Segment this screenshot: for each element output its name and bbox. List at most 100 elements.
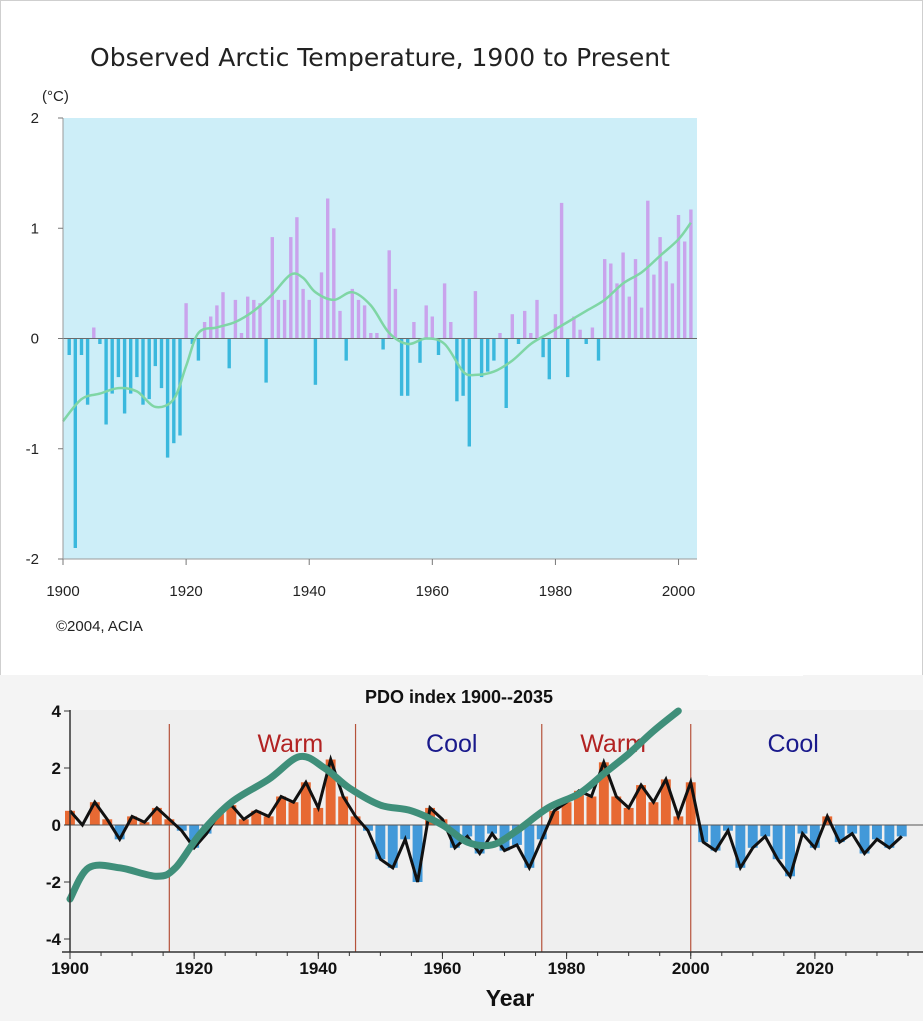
credit-label: ©2004, ACIA [56, 618, 143, 635]
bar-1946 [344, 338, 348, 361]
bar-1913 [141, 338, 145, 405]
bar-1936 [282, 299, 287, 339]
pdo-index-chart: PDO index 1900--2035 Warm Cool Warm Cool 42… [0, 660, 923, 1021]
pdo-bar-1946 [350, 816, 361, 825]
bar-1971 [498, 333, 502, 339]
bar-1904 [85, 338, 90, 405]
pdo-bar-2030 [872, 825, 882, 840]
bar-1938 [295, 217, 299, 339]
pdo-bar-2026 [847, 825, 858, 834]
phase-label-cool: Cool [426, 730, 477, 758]
pdo-bar-1908 [114, 825, 125, 840]
pdo-bar-2024 [834, 825, 845, 843]
y-tick-label: 4 [52, 702, 62, 721]
pdo-bar-2022 [822, 816, 833, 825]
pdo-bar-1978 [549, 810, 560, 826]
bar-1950 [369, 333, 373, 339]
bar-1995 [646, 200, 650, 339]
bar-1985 [584, 338, 588, 344]
pdo-bar-1944 [338, 796, 349, 825]
x-tick-label: 1900 [51, 959, 89, 978]
pdo-bar-1914 [151, 807, 162, 825]
bar-1963 [449, 322, 453, 339]
bar-1911 [129, 338, 133, 394]
bar-1905 [92, 327, 96, 339]
x-tick-label: 1980 [548, 959, 586, 978]
bar-1941 [313, 338, 318, 385]
pdo-bar-2014 [772, 825, 783, 860]
bar-1993 [633, 259, 638, 339]
bar-1926 [221, 292, 225, 339]
pdo-bar-1974 [524, 825, 535, 868]
pdo-bar-1988 [611, 796, 622, 825]
bar-1956 [406, 338, 410, 396]
bar-1965 [461, 338, 465, 396]
bar-1927 [227, 338, 231, 369]
pdo-bar-1930 [251, 810, 262, 826]
bar-1921 [190, 338, 194, 344]
bar-1920 [184, 303, 188, 339]
bar-1944 [332, 228, 336, 339]
pdo-bar-1940 [313, 807, 324, 825]
y-tick-label: 2 [31, 110, 39, 127]
pdo-bar-1928 [238, 819, 249, 825]
bar-2000 [676, 215, 681, 339]
bar-1910 [122, 338, 127, 414]
x-tick-label: 1960 [424, 959, 462, 978]
y-tick-label: -4 [46, 930, 62, 949]
bar-1914 [147, 338, 151, 400]
x-tick-label: 1960 [416, 583, 449, 600]
bar-1929 [239, 333, 244, 339]
bar-1962 [442, 283, 447, 339]
bar-1990 [615, 283, 619, 339]
y-tick-label: 1 [31, 220, 39, 237]
pdo-bar-2034 [896, 825, 907, 837]
bar-1951 [375, 333, 379, 339]
bar-1987 [596, 338, 601, 361]
bar-1907 [104, 338, 108, 425]
x-tick-label: 1940 [299, 959, 337, 978]
panel-notch [708, 660, 803, 676]
bar-1966 [467, 338, 471, 447]
bar-1973 [510, 314, 514, 339]
pdo-bar-2004 [710, 825, 721, 851]
pdo-bar-1926 [226, 805, 237, 825]
bar-1977 [535, 299, 539, 339]
bar-1908 [110, 338, 114, 394]
pdo-bar-1996 [660, 779, 671, 825]
pdo-bar-1984 [586, 796, 597, 825]
y-unit-label: (°C) [42, 88, 69, 105]
x-tick-label: 1920 [175, 959, 213, 978]
pdo-bar-1910 [127, 816, 137, 825]
bar-1968 [479, 338, 484, 378]
bar-1974 [516, 338, 521, 344]
bar-1975 [523, 310, 527, 339]
y-tick-label: 0 [52, 816, 61, 835]
y-tick-label: 0 [31, 331, 39, 348]
bar-1928 [233, 299, 238, 339]
bar-1996 [652, 274, 656, 339]
bar-1959 [424, 305, 428, 339]
pdo-bar-1952 [387, 825, 398, 868]
pdo-bar-1982 [574, 790, 584, 825]
bar-1931 [252, 299, 256, 339]
overlay-trend-curve [66, 707, 682, 903]
bar-1901 [67, 338, 71, 355]
x-tick-label: 2020 [796, 959, 834, 978]
bar-1972 [504, 338, 508, 408]
pdo-bar-1936 [288, 802, 299, 825]
pdo-bar-1942 [325, 759, 336, 825]
bar-1948 [356, 299, 361, 339]
bar-1999 [670, 283, 675, 339]
bar-1902 [73, 338, 77, 548]
bar-1958 [418, 338, 422, 363]
pdo-bar-1932 [263, 816, 274, 825]
bar-1961 [436, 338, 441, 355]
pdo-bar-2010 [747, 825, 758, 848]
arctic-temperature-chart: Observed Arctic Temperature, 1900 to Pre… [26, 43, 697, 635]
bar-1917 [165, 338, 170, 458]
pdo-bar-1918 [176, 825, 187, 831]
bar-1912 [135, 338, 139, 378]
x-tick-label: 2000 [662, 583, 695, 600]
pdo-bar-1998 [673, 816, 684, 825]
